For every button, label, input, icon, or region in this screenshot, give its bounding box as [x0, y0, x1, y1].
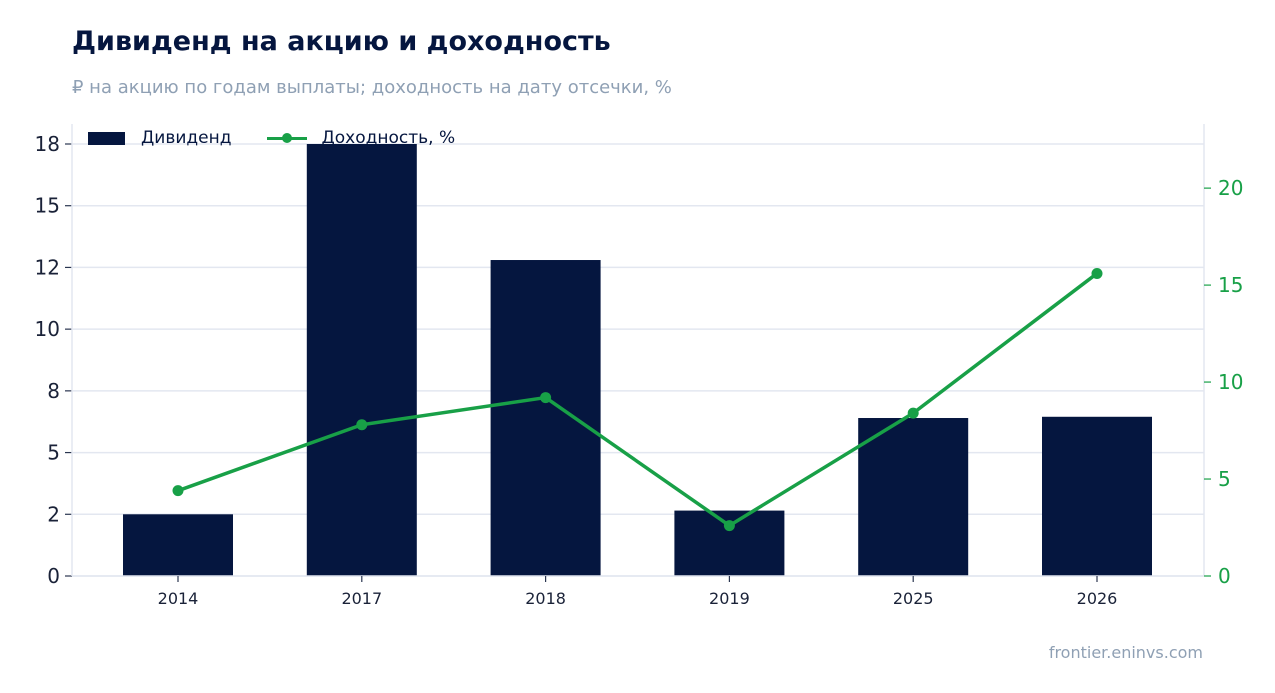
- bar-2026: [1042, 416, 1152, 576]
- yield-point-2014: [172, 485, 184, 497]
- axes: 0 2 5 8 10 12 15 18 0 5 10 15 20 2014 2017 2018 2019 2025…: [35, 124, 1243, 608]
- yield-point-2026: [1091, 267, 1103, 279]
- gridlines: [72, 143, 1204, 577]
- yield-point-2025: [907, 407, 919, 419]
- source-credit: frontier.eninvs.com: [1048, 643, 1203, 662]
- y-left-tick-label: 5: [47, 441, 60, 465]
- yield-line-path: [177, 272, 1099, 528]
- legend-swatch-line: [267, 131, 308, 145]
- y-left-tick-label: 15: [35, 194, 60, 218]
- yield-line: [172, 267, 1103, 532]
- y-left-tick-label: 2: [47, 502, 60, 526]
- bar-2025: [858, 418, 969, 576]
- yield-point-2019: [723, 520, 735, 532]
- chart-subtitle: ₽ на акцию по годам выплаты; доходность …: [72, 77, 672, 98]
- y-right-tick-label: 20: [1218, 176, 1243, 200]
- y-left-tick-label: 0: [47, 564, 60, 588]
- bar-2014: [123, 514, 233, 576]
- y-left-tick-label: 18: [35, 132, 60, 156]
- x-tick-label: 2014: [158, 589, 199, 608]
- y-right-tick-label: 10: [1218, 370, 1243, 394]
- x-tick-label: 2025: [893, 589, 934, 608]
- chart-title: Дивиденд на акцию и доходность: [72, 26, 611, 57]
- x-tick-label: 2019: [709, 589, 750, 608]
- dividend-bars: [123, 144, 1152, 576]
- legend-item-yield: Доходность, %: [267, 128, 455, 148]
- legend: Дивиденд Доходность, %: [88, 128, 491, 148]
- bar-2017: [306, 144, 417, 576]
- legend-label-dividend: Дивиденд: [141, 128, 232, 148]
- yield-point-2018: [540, 392, 552, 404]
- legend-label-yield: Доходность, %: [321, 128, 456, 148]
- yield-point-2017: [356, 419, 368, 431]
- y-left-tick-label: 8: [47, 379, 60, 403]
- legend-swatch-bar: [88, 131, 125, 145]
- y-right-tick-label: 5: [1218, 467, 1231, 491]
- y-right-tick-label: 0: [1218, 564, 1231, 588]
- x-tick-label: 2026: [1077, 589, 1118, 608]
- bar-2018: [490, 260, 601, 576]
- legend-item-dividend: Дивиденд: [88, 128, 231, 148]
- y-left-tick-label: 12: [35, 255, 60, 279]
- y-right-tick-label: 15: [1218, 273, 1243, 297]
- y-left-tick-label: 10: [35, 317, 60, 341]
- x-tick-label: 2017: [341, 589, 382, 608]
- x-tick-label: 2018: [525, 589, 566, 608]
